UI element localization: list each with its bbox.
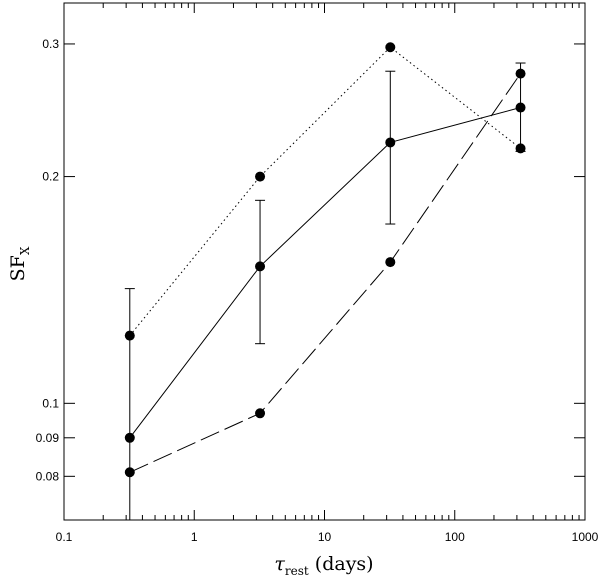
series-dotted [124,42,526,341]
y-axis-main: SF [7,255,29,281]
data-point [124,432,135,443]
data-point [124,330,135,341]
y-tick-label: 0.3 [42,37,59,51]
minor-ticks [102,3,580,520]
x-tick-labels: 0.1 1 10 100 1000 [56,530,599,544]
data-point [255,171,266,182]
plot-frame [63,2,586,521]
series-line-dashed [129,73,521,473]
y-axis-subscript: X [18,246,32,255]
x-tick-label: 10 [318,530,332,544]
series-line-solid [129,107,521,439]
major-ticks [63,3,586,520]
x-tick-label: 0.1 [56,530,73,544]
x-tick-label: 1000 [572,530,599,544]
data-point [385,257,396,268]
x-tick-label: 100 [445,530,465,544]
data-point [124,467,135,478]
x-axis-title: τrest (days) [274,553,373,576]
data-point [515,102,526,113]
series-dashed [124,68,526,478]
x-tick-label: 1 [191,530,198,544]
series-layer [124,42,526,520]
data-point [385,42,396,53]
y-axis-title: SFX [7,246,32,281]
series-solid [124,62,526,520]
y-tick-labels: 0.08 0.09 0.1 0.2 0.3 [36,37,60,483]
y-tick-label: 0.1 [42,396,59,410]
data-point [515,68,526,79]
x-axis-subscript: rest [285,564,309,576]
y-tick-label: 0.2 [42,170,59,184]
y-tick-label: 0.08 [36,469,60,483]
y-tick-label: 0.09 [36,431,60,445]
series-line-dotted [129,46,521,336]
data-point [255,261,266,272]
data-point [515,143,526,154]
data-point [385,137,396,148]
x-axis-symbol: τ [274,553,285,575]
data-point [255,408,266,419]
x-axis-unit: (days) [309,553,374,575]
